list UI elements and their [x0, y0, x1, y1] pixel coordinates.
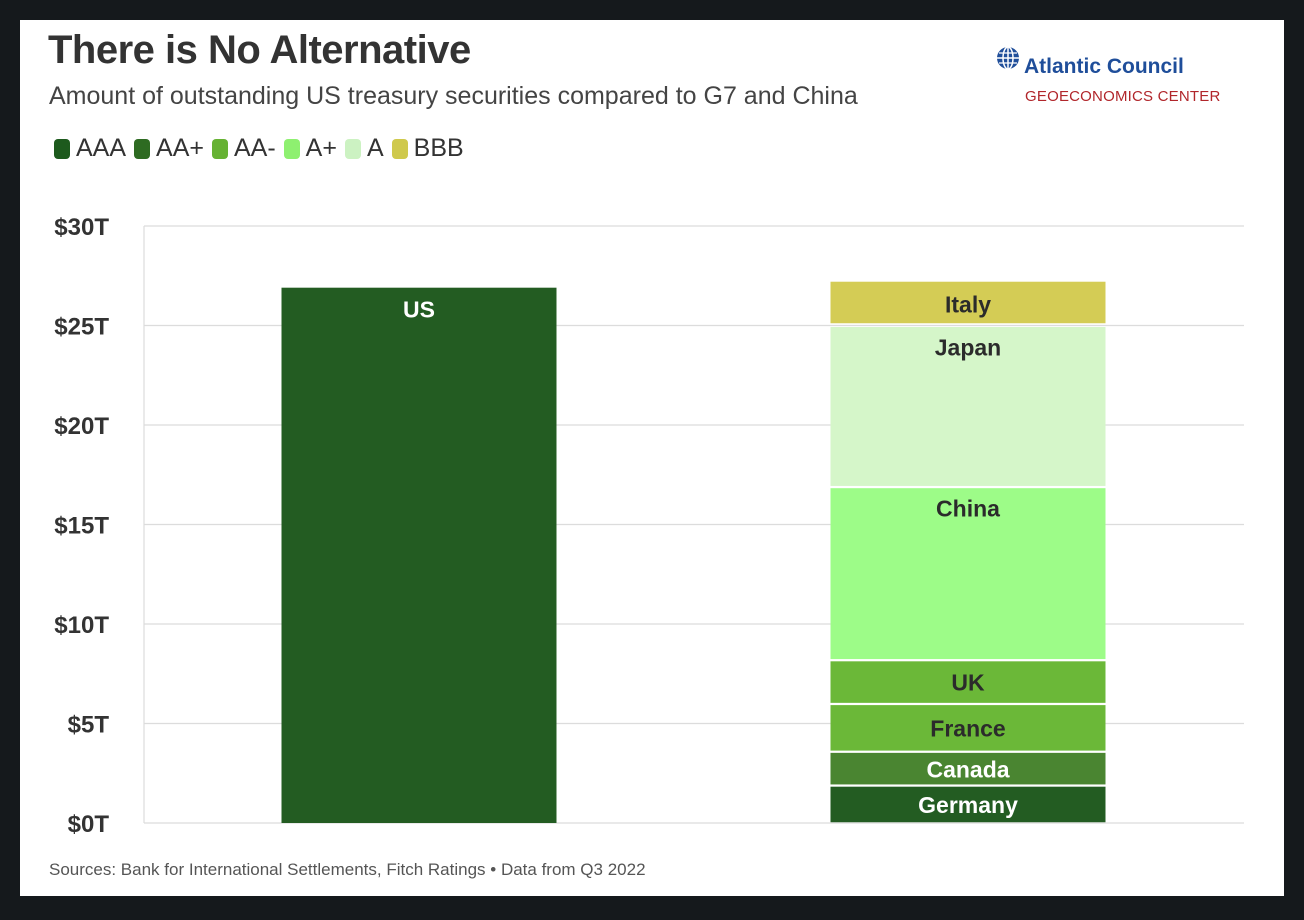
bar-label-uk: UK — [951, 670, 985, 696]
chart-subtitle: Amount of outstanding US treasury securi… — [49, 82, 858, 110]
bar-segment-france — [830, 705, 1106, 751]
chart-card: There is No Alternative Amount of outsta… — [20, 20, 1284, 896]
brand-name: Atlantic Council — [1024, 55, 1184, 78]
legend-item-a: A — [344, 134, 384, 163]
bar-segment-italy — [830, 281, 1106, 324]
y-tick-label: $20T — [54, 413, 109, 440]
legend-swatch — [344, 138, 361, 159]
bar-label-us: US — [403, 297, 435, 323]
y-tick-label: $30T — [54, 214, 109, 241]
chart-title: There is No Alternative — [48, 28, 471, 72]
legend-swatch — [391, 138, 408, 159]
bar-segment-germany — [830, 786, 1106, 823]
bar-segment-canada — [830, 752, 1106, 785]
legend: AAA AA+ AA- A+ A BBB — [54, 134, 472, 163]
legend-item-aaa: AAA — [54, 134, 126, 163]
legend-label: AA+ — [156, 134, 204, 162]
legend-label: A — [366, 134, 384, 162]
bar-label-germany: Germany — [918, 792, 1018, 818]
brand-subtitle: GEOECONOMICS CENTER — [1025, 88, 1221, 105]
legend-label: BBB — [413, 134, 464, 162]
bar-segment-china — [830, 488, 1106, 660]
bar-segment-uk — [830, 661, 1106, 703]
y-tick-label: $0T — [68, 811, 110, 838]
globe-icon — [997, 46, 1019, 70]
legend-item-aa-minus: AA- — [211, 134, 276, 163]
y-tick-label: $25T — [54, 314, 109, 341]
y-tick-label: $5T — [68, 712, 110, 739]
bar-label-japan: Japan — [935, 335, 1001, 361]
legend-label: AAA — [76, 134, 127, 162]
bar-label-canada: Canada — [926, 756, 1009, 782]
brand-logo: Atlantic Council GEOECONOMICS CENTER — [996, 46, 1256, 116]
legend-item-bbb: BBB — [391, 134, 464, 163]
bar-segment-japan — [830, 327, 1106, 486]
legend-swatch — [134, 138, 151, 159]
legend-swatch — [54, 138, 70, 159]
y-tick-label: $10T — [54, 612, 109, 639]
legend-item-a-plus: A+ — [283, 134, 337, 163]
bar-label-italy: Italy — [945, 292, 991, 318]
legend-item-aa-plus: AA+ — [134, 134, 204, 163]
bar-label-china: China — [936, 496, 1000, 522]
legend-label: A+ — [305, 134, 337, 162]
source-note: Sources: Bank for International Settleme… — [49, 860, 646, 879]
legend-swatch — [211, 138, 228, 159]
bar-label-france: France — [930, 715, 1005, 741]
legend-swatch — [283, 138, 300, 159]
bar-segment-us — [281, 287, 557, 823]
y-tick-label: $15T — [54, 513, 109, 540]
legend-label: AA- — [233, 134, 276, 162]
stacked-bar-chart: $0T $5T $10T $15T $20T $25T $30T US Germany Canad… — [54, 214, 1244, 838]
